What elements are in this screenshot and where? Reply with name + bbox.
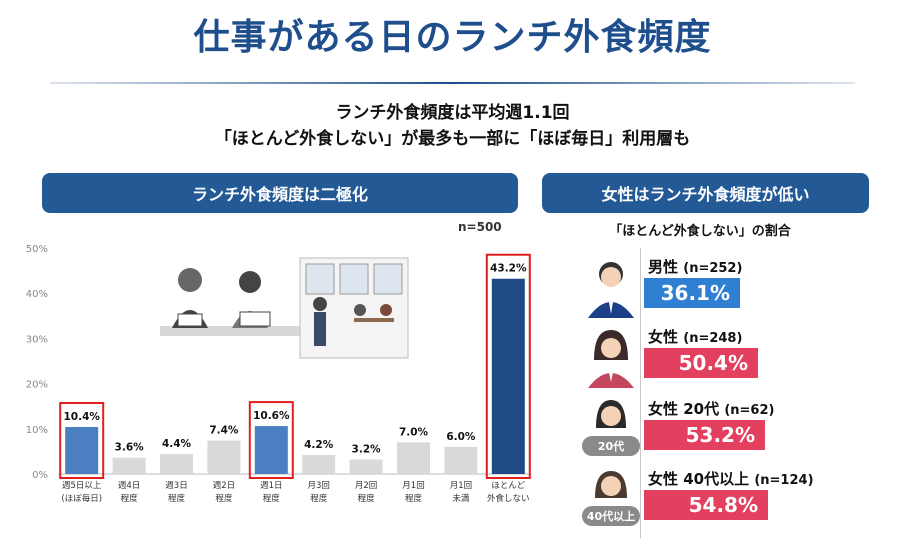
bar-value-label: 3.6% bbox=[115, 442, 145, 454]
bar-value-label: 10.6% bbox=[253, 410, 290, 422]
highlight-box bbox=[59, 401, 105, 480]
row-label: 女性 20代 (n=62) bbox=[648, 400, 775, 418]
y-tick-label: 0% bbox=[32, 470, 48, 481]
right-panel-subtitle: 「ほとんど外食しない」の割合 bbox=[609, 224, 791, 239]
left-panel-banner: ランチ外食頻度は二極化 bbox=[42, 173, 518, 213]
bar bbox=[397, 442, 430, 474]
restaurant-illustration bbox=[299, 257, 409, 359]
x-tick-label: 程度 bbox=[168, 493, 186, 504]
percentage-label: 50.4% bbox=[678, 351, 748, 375]
bar bbox=[444, 446, 478, 474]
percentage-label: 36.1% bbox=[660, 281, 730, 305]
x-tick-label: 程度 bbox=[263, 493, 281, 504]
percentage-bar: 36.1% bbox=[644, 278, 740, 308]
percentage-bar: 50.4% bbox=[644, 348, 758, 378]
percentage-bar: 53.2% bbox=[644, 420, 765, 450]
title-divider bbox=[50, 82, 855, 84]
y-tick-label: 20% bbox=[26, 380, 48, 391]
x-tick-label: 外食しない bbox=[487, 493, 530, 504]
bar bbox=[254, 426, 288, 474]
y-tick-label: 40% bbox=[26, 289, 48, 300]
row-label: 女性 (n=248) bbox=[648, 328, 743, 346]
bar bbox=[112, 457, 146, 474]
x-tick-label: 月1回 bbox=[402, 481, 424, 491]
x-tick-label: (ほぼ毎日) bbox=[61, 493, 102, 504]
gender-row-male: 男性 (n=252) 36.1% bbox=[582, 250, 782, 320]
right-panel-banner: 女性はランチ外食頻度が低い bbox=[542, 173, 869, 213]
bar bbox=[65, 426, 99, 474]
row-label: 男性 (n=252) bbox=[648, 258, 743, 276]
age-row-female-20s: 20代 女性 20代 (n=62) 53.2% bbox=[582, 392, 782, 462]
summary-line-1: ランチ外食頻度は平均週1.1回 bbox=[335, 103, 570, 123]
x-tick-label: 月2回 bbox=[355, 481, 377, 491]
age-tag: 40代以上 bbox=[582, 506, 640, 526]
x-tick-label: 程度 bbox=[358, 493, 376, 504]
x-tick-label: 月3回 bbox=[307, 481, 329, 491]
office-lunch-illustration bbox=[160, 268, 300, 336]
age-row-female-40s-plus: 40代以上 女性 40代以上 (n=124) 54.8% bbox=[582, 462, 814, 532]
bar bbox=[302, 455, 336, 474]
highlight-box bbox=[248, 401, 294, 479]
x-tick-label: 週1日 bbox=[260, 481, 282, 491]
bar-value-label: 4.4% bbox=[162, 438, 192, 450]
bar bbox=[207, 440, 241, 474]
bar-value-label: 10.4% bbox=[63, 411, 100, 423]
bar-value-label: 6.0% bbox=[446, 431, 476, 443]
bar-value-label: 3.2% bbox=[352, 444, 382, 456]
bar-value-label: 7.0% bbox=[399, 426, 429, 438]
sample-size-label: n=500 bbox=[458, 220, 502, 234]
x-tick-label: 週5日以上 bbox=[62, 481, 102, 491]
x-tick-label: 未満 bbox=[452, 493, 470, 504]
bar-value-label: 7.4% bbox=[209, 425, 239, 437]
percentage-label: 53.2% bbox=[685, 423, 755, 447]
x-tick-label: 週4日 bbox=[118, 481, 140, 491]
frequency-bar-chart: 0% 10% 20% 30% 40% 50% 10.4% 週5日以上 (ほぼ毎日) 3.6% 週4… bbox=[26, 244, 532, 504]
x-tick-label: 程度 bbox=[310, 493, 328, 504]
bar-value-label: 4.2% bbox=[304, 439, 334, 451]
summary-line-2: 「ほとんど外食しない」が最多も一部に「ほぼ毎日」利用層も bbox=[214, 129, 691, 149]
y-tick-label: 50% bbox=[26, 244, 48, 255]
x-tick-label: 週2日 bbox=[213, 481, 235, 491]
bar bbox=[491, 278, 525, 474]
panel-divider bbox=[640, 248, 641, 538]
x-tick-label: 程度 bbox=[405, 493, 423, 504]
female-avatar-icon bbox=[582, 326, 640, 388]
male-avatar-icon bbox=[582, 256, 640, 318]
y-tick-label: 30% bbox=[26, 334, 48, 345]
bar-value-label: 43.2% bbox=[490, 263, 527, 275]
bar bbox=[160, 454, 193, 474]
percentage-label: 54.8% bbox=[688, 493, 758, 517]
x-tick-label: 程度 bbox=[215, 493, 233, 504]
gender-row-female: 女性 (n=248) 50.4% bbox=[582, 320, 782, 390]
highlight-box bbox=[485, 253, 531, 480]
row-label: 女性 40代以上 (n=124) bbox=[648, 470, 814, 488]
x-tick-label: 週3日 bbox=[165, 481, 187, 491]
y-tick-label: 10% bbox=[26, 425, 48, 436]
bar bbox=[349, 459, 383, 474]
page-title: 仕事がある日のランチ外食頻度 bbox=[193, 17, 712, 58]
x-tick-label: 程度 bbox=[121, 493, 139, 504]
percentage-bar: 54.8% bbox=[644, 490, 768, 520]
age-tag: 20代 bbox=[582, 436, 640, 456]
x-tick-label: 月1回 bbox=[450, 481, 472, 491]
x-tick-label: ほとんど bbox=[491, 481, 525, 491]
